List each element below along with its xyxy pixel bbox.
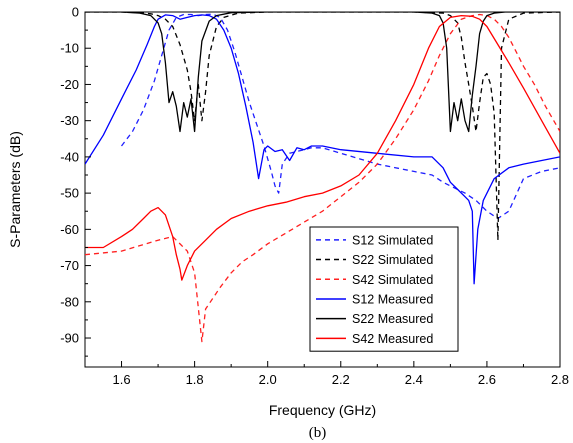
y-tick-label: -60 [60, 222, 79, 237]
legend-label: S42 Measured [352, 332, 433, 346]
series-layer [85, 12, 560, 343]
y-tick-label: -80 [60, 294, 79, 309]
series-line-s12-measured [85, 14, 560, 285]
legend-label: S22 Simulated [352, 253, 433, 267]
legend-label: S22 Measured [352, 312, 433, 326]
series-line-s22-simulated [85, 12, 560, 241]
y-tick-label: -30 [60, 113, 79, 128]
axis-layer: 1.6 1.8 2.0 2.2 2.4 2.6 2.8 0 -10 -20 -30 -40 -50 -60… [60, 5, 569, 388]
y-tick-label: -50 [60, 186, 79, 201]
y-tick-label: -20 [60, 77, 79, 92]
series-line-s22-measured [85, 12, 560, 133]
legend-label: S12 Measured [352, 292, 433, 306]
series-line-s12-simulated [120, 13, 560, 220]
series-line-s42-simulated [85, 13, 560, 343]
x-tick-label: 2.4 [405, 372, 423, 387]
x-tick-label: 2.6 [478, 372, 496, 387]
x-tick-label: 1.6 [112, 372, 130, 387]
y-tick-label: 0 [72, 5, 79, 20]
x-tick-label: 2.2 [332, 372, 350, 387]
y-tick-label: -90 [60, 331, 79, 346]
legend-label: S42 Simulated [352, 273, 433, 287]
y-tick-label: -40 [60, 149, 79, 164]
x-tick-label: 2.0 [259, 372, 277, 387]
legend-label: S12 Simulated [352, 233, 433, 247]
legend-box [309, 226, 459, 352]
series-line-s42-measured [85, 14, 560, 281]
y-tick-label: -70 [60, 258, 79, 273]
x-axis-title: Frequency (GHz) [269, 402, 376, 418]
y-tick-label: -10 [60, 41, 79, 56]
y-axis-title: S-Parameters (dB) [7, 131, 23, 248]
figure-caption: (b) [309, 425, 327, 441]
x-tick-label: 2.8 [551, 372, 569, 387]
x-tick-label: 1.8 [186, 372, 204, 387]
legend: S12 Simulated S22 Simulated S42 Simulated S… [309, 226, 459, 352]
